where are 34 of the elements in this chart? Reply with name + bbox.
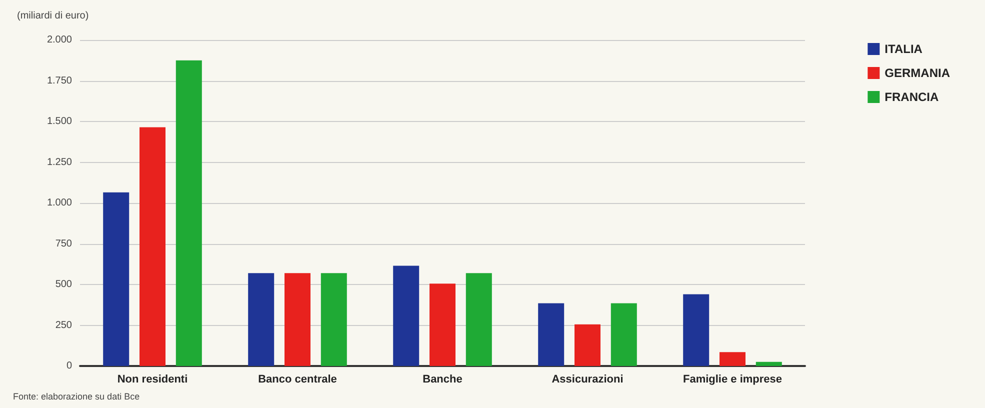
y-tick-label: 1.500: [46, 116, 72, 127]
bar: [574, 324, 600, 366]
y-tick-label: 750: [55, 238, 72, 250]
bar: [610, 303, 637, 366]
bar: [284, 273, 310, 366]
bar: [430, 284, 456, 366]
legend-label: GERMANIA: [884, 66, 950, 80]
bar: [103, 192, 130, 366]
bar: [248, 273, 274, 366]
y-tick-label: 1.750: [46, 75, 72, 86]
x-tick-label: Banco centrale: [258, 374, 337, 386]
bar: [466, 273, 492, 366]
y-tick-label: 2.000: [46, 34, 72, 46]
y-tick-label: 1.250: [46, 156, 72, 168]
y-tick-label: 250: [55, 320, 72, 331]
bar: [720, 352, 746, 366]
bar: [683, 294, 710, 366]
bar: [393, 266, 420, 366]
y-tick-label: 1.000: [46, 198, 72, 208]
chart-subtitle: (miliardi di euro): [17, 10, 89, 22]
legend-label: FRANCIA: [884, 90, 939, 104]
bar: [756, 362, 782, 366]
y-tick-label: 500: [55, 279, 72, 290]
x-tick-label: Non residenti: [117, 374, 188, 386]
x-tick-label: Famiglie e imprese: [682, 374, 782, 386]
x-tick-label: Assicurazioni: [552, 374, 624, 386]
bar: [140, 127, 166, 366]
bar: [320, 273, 347, 366]
x-tick-label: Banche: [422, 374, 462, 386]
bar: [176, 60, 202, 366]
source-note: Fonte: elaborazione su dati Bce: [13, 392, 140, 402]
y-tick-label: 0: [66, 360, 72, 372]
bar: [538, 303, 564, 366]
legend-label: ITALIA: [884, 42, 923, 56]
